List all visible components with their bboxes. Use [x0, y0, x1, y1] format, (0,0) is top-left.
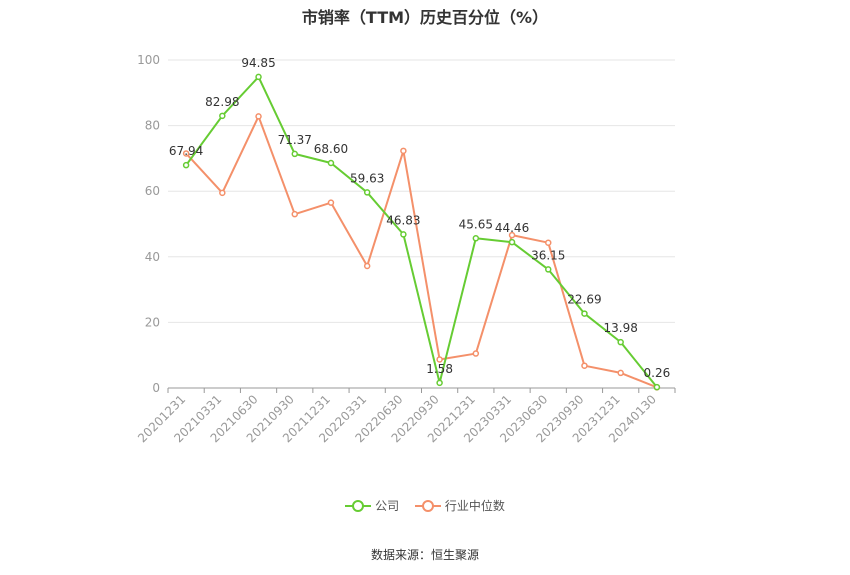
data-point-industry — [581, 362, 588, 369]
legend-swatch-company — [345, 499, 372, 513]
data-label-company: 45.65 — [459, 217, 493, 231]
data-point-company — [508, 238, 516, 246]
data-label-company: 67.94 — [169, 144, 203, 158]
data-point-industry — [291, 210, 298, 218]
data-point-company — [327, 159, 335, 167]
y-tick-label: 80 — [145, 119, 160, 133]
data-label-company: 94.85 — [241, 56, 275, 70]
data-point-company — [291, 150, 298, 158]
data-point-company — [363, 189, 371, 196]
chart-title: 市销率（TTM）历史百分位（%） — [301, 8, 549, 27]
data-point-company — [617, 338, 624, 346]
data-label-company: 0.26 — [644, 366, 671, 380]
series-line-company — [185, 75, 658, 388]
data-point-company — [255, 73, 262, 81]
source-note: 数据来源：恒生聚源 — [370, 548, 479, 562]
data-point-company — [545, 266, 552, 273]
data-label-company: 46.83 — [386, 213, 420, 227]
data-point-industry — [472, 350, 480, 357]
data-label-company: 13.98 — [603, 321, 637, 335]
data-point-industry — [182, 150, 190, 157]
legend-swatch-industry — [414, 499, 441, 513]
data-label-company: 44.46 — [495, 221, 529, 235]
legend: 公司 行业中位数 — [0, 497, 850, 516]
y-tick-label: 0 — [152, 381, 160, 395]
y-tick-label: 20 — [145, 315, 160, 329]
data-point-industry — [327, 199, 335, 206]
series-line-industry — [185, 115, 658, 389]
data-label-company: 1.58 — [426, 362, 453, 376]
data-point-industry — [255, 113, 262, 120]
y-tick-label: 100 — [137, 53, 160, 67]
legend-label-industry: 行业中位数 — [444, 499, 505, 513]
data-point-industry — [508, 231, 516, 239]
data-label-company: 22.69 — [567, 293, 601, 307]
data-label-company: 59.63 — [350, 171, 384, 185]
data-point-company — [436, 379, 443, 387]
data-point-industry — [436, 356, 443, 363]
data-label-company: 71.37 — [278, 133, 312, 147]
data-point-company — [472, 235, 480, 242]
data-point-company — [182, 161, 190, 169]
data-point-company — [219, 112, 226, 120]
data-label-company: 68.60 — [314, 142, 348, 156]
data-point-company — [581, 310, 588, 317]
data-point-industry — [617, 369, 624, 377]
data-label-company: 82.98 — [205, 95, 239, 109]
data-point-industry — [219, 189, 226, 197]
data-label-company: 36.15 — [531, 248, 565, 262]
data-point-company — [653, 383, 661, 391]
data-point-industry — [545, 239, 552, 246]
data-point-industry — [400, 147, 407, 155]
legend-label-company: 公司 — [375, 499, 400, 513]
legend-item-company[interactable]: 公司 — [345, 497, 399, 514]
data-point-company — [400, 231, 407, 238]
data-point-industry — [363, 262, 371, 270]
y-tick-label: 40 — [145, 250, 160, 264]
y-tick-label: 60 — [145, 184, 160, 198]
legend-item-industry[interactable]: 行业中位数 — [414, 497, 505, 514]
